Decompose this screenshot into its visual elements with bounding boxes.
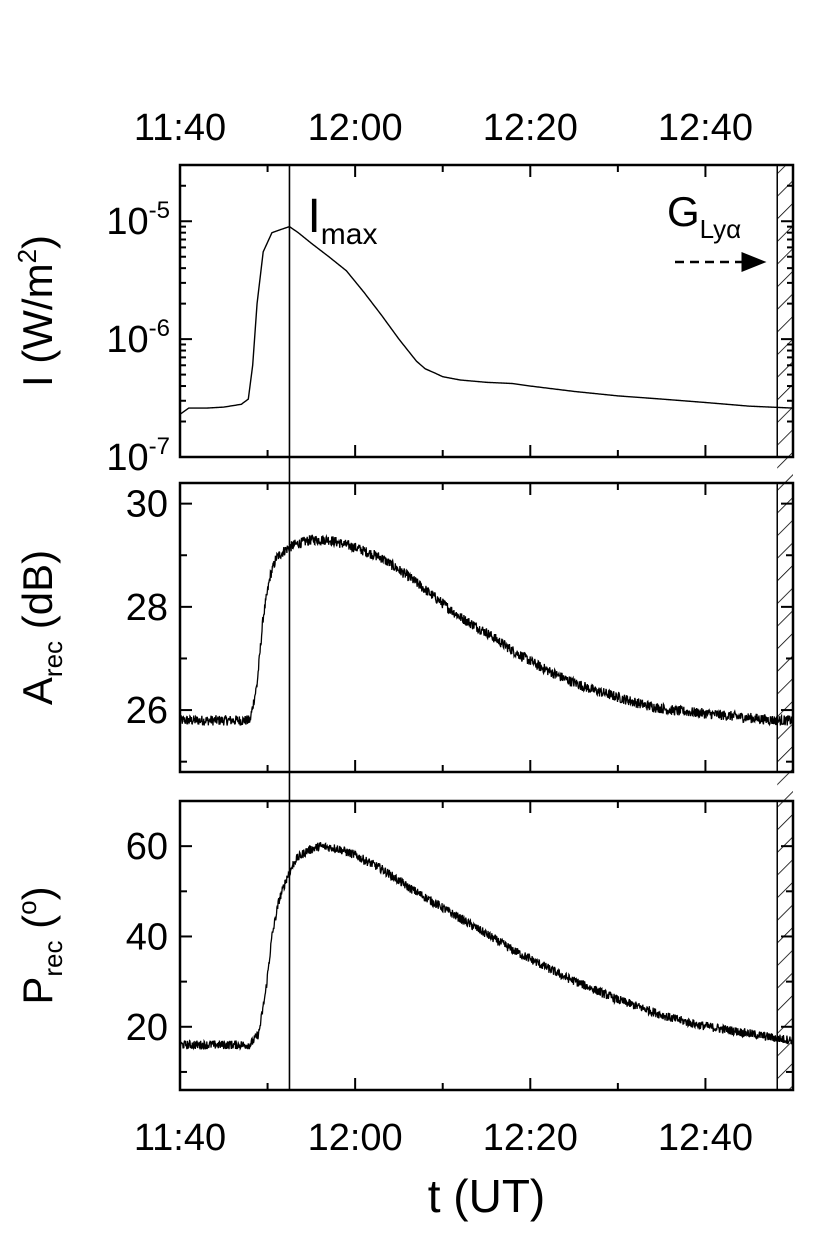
phase-y-tick-label: 20 <box>126 1007 168 1049</box>
intensity-y-tick-base: 10 <box>106 201 148 243</box>
bottom-x-tick-label: 12:00 <box>308 1117 403 1159</box>
intensity-y-tick-label: 10-7 <box>106 433 170 479</box>
g-lya-annotation: GLyα <box>667 188 741 244</box>
top-x-tick-label: 11:40 <box>134 107 226 149</box>
intensity-y-tick-exponent: -5 <box>149 197 170 224</box>
intensity-y-axis-title: I (W/m2) <box>12 235 61 387</box>
intensity-frame <box>178 163 795 459</box>
hatch-strip <box>776 800 794 1091</box>
intensity-y-title-end: ) <box>14 235 61 249</box>
amplitude-y-title-sub: rec <box>38 641 68 677</box>
phase-y-axis-title: Prec (o) <box>12 886 68 1004</box>
amplitude-y-tick-label: 28 <box>126 587 168 629</box>
phase-frame <box>178 799 795 1092</box>
amplitude-series-line <box>179 533 794 727</box>
amplitude-frame <box>178 481 795 774</box>
bottom-x-tick-label: 11:40 <box>134 1117 226 1159</box>
phase-series-line <box>179 842 794 1051</box>
phase-y-tick-label: 60 <box>126 826 168 868</box>
phase-y-tick-label: 40 <box>126 916 168 958</box>
amplitude-y-axis-title: Arec (dB) <box>14 550 68 705</box>
imax-annotation: Imax <box>307 190 377 251</box>
intensity-y-tick-label: 10-5 <box>106 197 170 243</box>
x-axis-title: t (UT) <box>428 1170 546 1222</box>
intensity-y-tick-base: 10 <box>106 437 148 479</box>
amplitude-y-title-main: A <box>14 677 61 705</box>
imax-annotation-main: I <box>307 190 320 243</box>
intensity-y-title-sup: 2 <box>12 249 42 263</box>
intensity-y-title-main: I (W/m <box>14 263 61 387</box>
bottom-x-tick-label: 12:40 <box>658 1117 753 1159</box>
amplitude-panel: 26 28 30 <box>126 481 795 774</box>
top-x-tick-label: 12:20 <box>483 107 578 149</box>
phase-y-title-mid: ( <box>14 915 61 941</box>
intensity-y-tick-label: 10-6 <box>106 315 170 361</box>
bottom-x-tick-labels: 11:40 12:00 12:20 12:40 <box>134 1117 753 1159</box>
intensity-y-tick-exponent: -7 <box>149 433 170 460</box>
hatch-strip <box>776 482 794 773</box>
phase-y-title-sup: o <box>12 900 42 914</box>
hatch-strip <box>777 457 793 483</box>
amplitude-y-tick-label: 30 <box>126 484 168 526</box>
phase-y-title-end: ) <box>14 886 61 900</box>
imax-annotation-sub: max <box>321 218 378 251</box>
amplitude-y-title-end: (dB) <box>14 550 61 641</box>
phase-panel: 20 40 60 <box>126 799 795 1092</box>
top-x-tick-label: 12:00 <box>308 107 403 149</box>
top-x-tick-label: 12:40 <box>658 107 753 149</box>
g-lya-annotation-sub: Lyα <box>700 214 742 244</box>
amplitude-y-tick-label: 26 <box>126 690 168 732</box>
intensity-series-line <box>179 225 794 415</box>
g-lya-hatched-region <box>776 164 794 1091</box>
phase-y-title-sub: rec <box>38 940 68 976</box>
hatch-strip <box>777 772 793 801</box>
g-lya-annotation-main: G <box>667 188 700 235</box>
phase-y-title-main: P <box>14 977 61 1005</box>
top-x-tick-labels: 11:40 12:00 12:20 12:40 <box>134 107 753 149</box>
hatch-strip <box>776 164 794 458</box>
bottom-x-tick-label: 12:20 <box>483 1117 578 1159</box>
intensity-y-tick-base: 10 <box>106 319 148 361</box>
intensity-y-tick-exponent: -6 <box>149 315 170 342</box>
